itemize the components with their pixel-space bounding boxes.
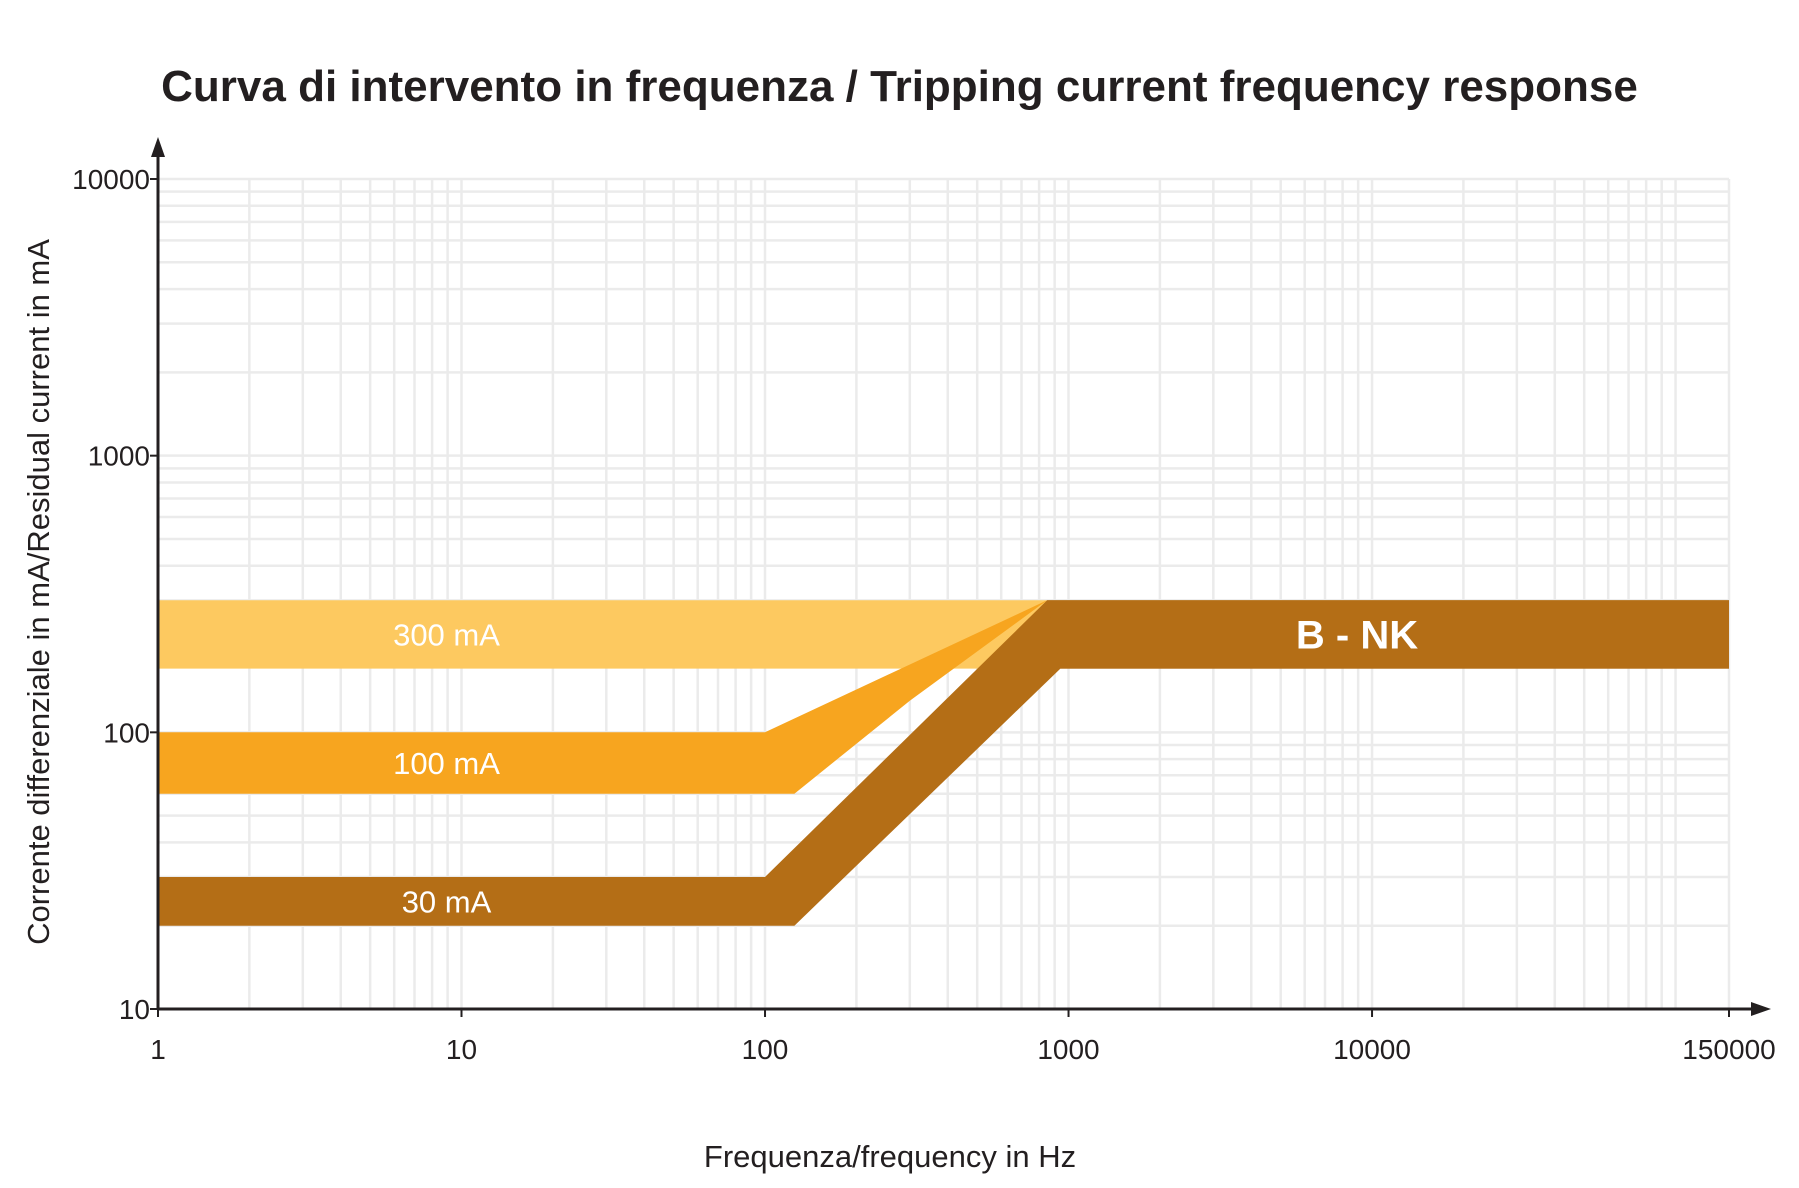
band-100-ma (158, 600, 1048, 794)
x-tick-label: 10000 (1333, 1034, 1411, 1065)
band-labels: 300 mA 100 mA 30 mA B - NK (393, 614, 1418, 920)
bands (158, 600, 1729, 926)
y-axis-arrow (151, 137, 165, 157)
x-tick-label: 1000 (1037, 1034, 1099, 1065)
x-tick-label: 150000 (1682, 1034, 1775, 1065)
band-label-100-ma: 100 mA (393, 746, 500, 781)
axes (151, 137, 1771, 1016)
y-tick-label: 10000 (72, 164, 150, 195)
y-tick-label: 100 (103, 717, 150, 748)
x-axis-arrow (1751, 1002, 1771, 1016)
band-label-300-ma: 300 mA (393, 618, 500, 653)
y-tick-label: 1000 (88, 441, 150, 472)
band-label-b-nk: B - NK (1296, 614, 1418, 658)
x-tick-label: 10 (446, 1034, 477, 1065)
band-label-30-ma: 30 mA (402, 884, 492, 919)
y-axis-label: Corrente differenziale in mA/Residual cu… (21, 239, 56, 945)
band-b-nk (1047, 600, 1729, 669)
band-30-ma (158, 600, 1729, 926)
band-300-ma (158, 600, 1048, 669)
y-tick-label: 10 (119, 994, 150, 1025)
x-axis-label: Frequenza/frequency in Hz (704, 1139, 1076, 1174)
x-tick-label: 1 (150, 1034, 166, 1065)
x-tick-label: 100 (742, 1034, 789, 1065)
chart-title: Curva di intervento in frequenza / Tripp… (161, 62, 1638, 111)
